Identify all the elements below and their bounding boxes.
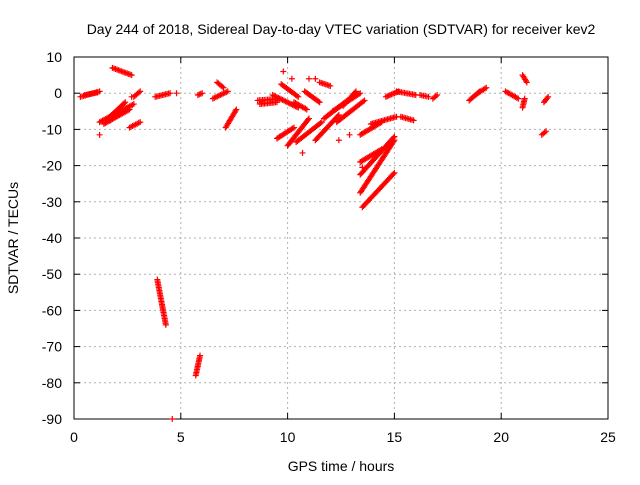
y-tick-label: 10 xyxy=(46,49,62,65)
data-point xyxy=(434,92,441,99)
chart-title: Day 244 of 2018, Sidereal Day-to-day VTE… xyxy=(87,21,596,37)
data-point xyxy=(391,137,398,144)
data-point xyxy=(295,93,302,100)
data-point xyxy=(334,113,341,120)
data-point xyxy=(390,138,397,145)
data-point xyxy=(293,92,300,99)
data-point xyxy=(327,82,334,89)
axis-ticks: -90 -80 -70 -60 -50 -40 -30 -20 -10 0 10 0 5 10 15 20 25 xyxy=(42,49,616,445)
x-tick-label: 20 xyxy=(493,429,509,445)
y-tick-label: -70 xyxy=(42,339,62,355)
x-tick-label: 25 xyxy=(600,429,616,445)
data-point xyxy=(122,99,129,106)
data-point xyxy=(335,137,342,144)
data-point xyxy=(523,79,530,86)
data-point xyxy=(197,90,204,97)
data-point xyxy=(544,95,551,102)
data-point xyxy=(305,75,312,82)
data-point xyxy=(483,84,490,91)
data-point xyxy=(521,95,528,102)
data-point xyxy=(351,89,358,96)
x-tick-label: 5 xyxy=(177,429,185,445)
x-tick-label: 15 xyxy=(387,429,403,445)
data-point xyxy=(128,72,135,79)
y-axis-label: SDTVAR / TECUs xyxy=(5,182,21,294)
data-point xyxy=(515,95,522,102)
data-point xyxy=(543,128,550,135)
data-point xyxy=(299,149,306,156)
x-tick-label: 10 xyxy=(280,429,296,445)
data-point xyxy=(167,90,174,97)
data-point xyxy=(289,125,296,132)
y-tick-label: -60 xyxy=(42,302,62,318)
data-point xyxy=(352,88,359,95)
y-tick-label: -40 xyxy=(42,230,62,246)
data-point xyxy=(94,89,101,96)
data-point xyxy=(199,90,206,97)
data-point xyxy=(196,91,203,98)
x-tick-label: 0 xyxy=(70,429,78,445)
data-marks xyxy=(77,64,552,422)
data-point xyxy=(312,75,319,82)
data-point xyxy=(219,83,226,90)
data-point xyxy=(359,164,366,171)
data-point xyxy=(137,119,144,126)
y-tick-label: -50 xyxy=(42,266,62,282)
data-point xyxy=(304,116,311,123)
y-tick-label: -90 xyxy=(42,411,62,427)
data-point xyxy=(197,352,204,359)
data-point xyxy=(360,98,367,105)
data-point xyxy=(335,111,342,118)
data-point xyxy=(410,117,417,124)
x-axis-label: GPS time / hours xyxy=(288,458,395,474)
y-tick-label: -30 xyxy=(42,194,62,210)
data-point xyxy=(173,90,180,97)
data-point xyxy=(220,84,227,91)
y-tick-label: -20 xyxy=(42,158,62,174)
data-point xyxy=(291,124,298,131)
data-point xyxy=(317,120,324,127)
y-tick-label: 0 xyxy=(54,85,62,101)
data-point xyxy=(357,90,364,97)
data-point xyxy=(288,75,295,82)
data-point xyxy=(545,93,552,100)
data-point xyxy=(232,107,239,114)
data-point xyxy=(361,97,368,104)
data-point xyxy=(128,93,135,100)
data-point xyxy=(305,115,312,122)
data-point xyxy=(224,88,231,95)
data-point xyxy=(315,98,322,105)
data-point xyxy=(135,89,142,96)
data-point xyxy=(233,106,240,113)
data-point xyxy=(280,68,287,75)
y-tick-label: -80 xyxy=(42,375,62,391)
data-point xyxy=(346,131,353,138)
data-point xyxy=(303,106,310,113)
data-point xyxy=(96,131,103,138)
data-point xyxy=(130,101,137,108)
data-point xyxy=(425,93,432,100)
data-point xyxy=(390,171,397,178)
data-point xyxy=(391,169,398,176)
data-point xyxy=(107,117,114,124)
data-point xyxy=(355,91,362,98)
data-point xyxy=(121,100,128,107)
data-point xyxy=(126,106,133,113)
data-point xyxy=(316,99,323,106)
grid xyxy=(74,57,608,419)
data-point xyxy=(273,99,280,106)
data-point xyxy=(169,416,176,422)
data-point xyxy=(318,119,325,126)
y-tick-label: -10 xyxy=(42,121,62,137)
data-point xyxy=(137,88,144,95)
data-point xyxy=(162,321,169,328)
